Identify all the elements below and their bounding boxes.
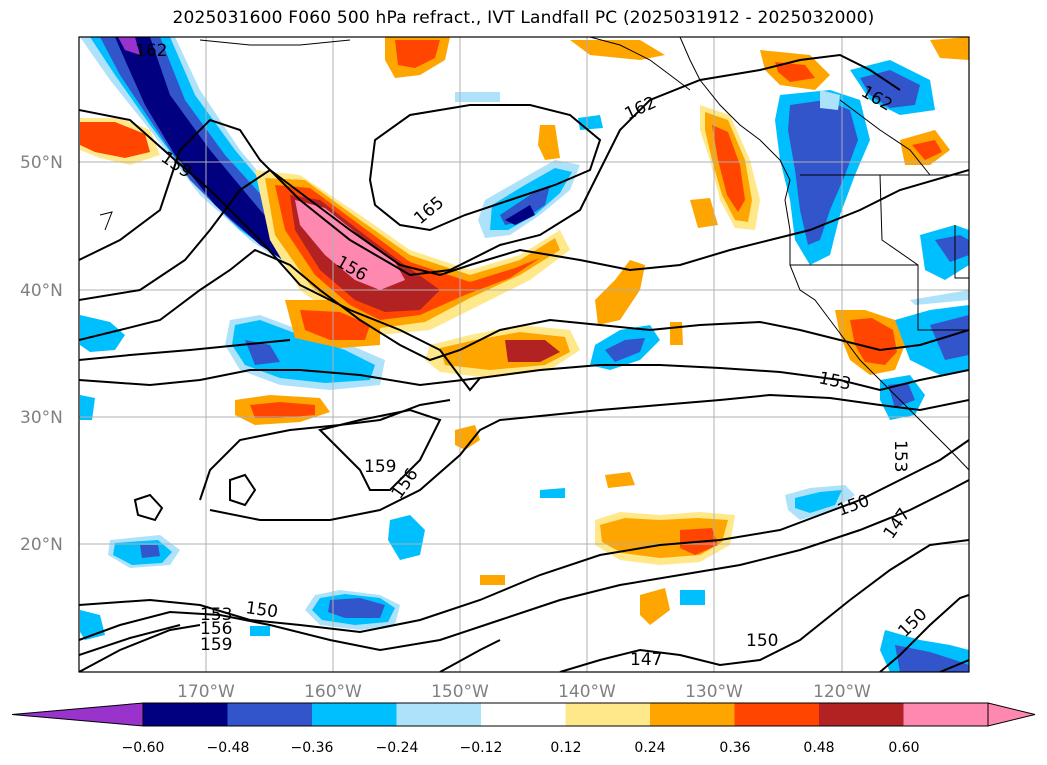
lat-label: 20°N: [20, 535, 63, 555]
lon-label: 140°W: [558, 682, 616, 702]
colorbar-tick-label: −0.12: [460, 740, 503, 756]
colorbar-tick-label: 0.48: [803, 740, 834, 756]
colorbar-segment: [650, 703, 735, 726]
lon-label: 120°W: [813, 682, 871, 702]
contour-label: 150: [244, 598, 279, 622]
contour-label: 153: [890, 440, 910, 472]
contour-label: 159: [200, 635, 232, 655]
contour-label: 156: [200, 619, 232, 639]
colorbar-extend-high: [987, 702, 1036, 727]
colorbar-segment: [312, 703, 397, 726]
latitude-labels: 50°N 40°N 30°N 20°N: [20, 153, 63, 555]
colorbar-segment: [734, 703, 819, 726]
colorbar-tick-label: 0.60: [888, 740, 919, 756]
colorbar-tick-label: −0.24: [376, 740, 419, 756]
contour-label: 162: [135, 41, 167, 61]
colorbar-tick-label: −0.60: [122, 740, 165, 756]
contour-label: 159: [364, 457, 396, 477]
lon-label: 130°W: [685, 682, 743, 702]
colorbar-segment: [565, 703, 650, 726]
height-contours: [79, 53, 969, 672]
colorbar-tick-label: −0.36: [291, 740, 334, 756]
colorbar-tick-label: −0.48: [207, 740, 250, 756]
colorbar-tick-label: 0.36: [719, 740, 750, 756]
coastlines: [99, 37, 969, 471]
contour-label: 147: [630, 650, 662, 670]
colorbar-tick-labels: −0.60 −0.48 −0.36 −0.24 −0.12 0.12 0.24 …: [122, 740, 920, 756]
figure-title: 2025031600 F060 500 hPa refract., IVT La…: [172, 8, 875, 28]
lon-label: 150°W: [431, 682, 489, 702]
map-frame: [78, 36, 970, 673]
colorbar-segment: [143, 703, 228, 726]
contour-label: 153: [817, 368, 853, 394]
colorbar-segment: [396, 703, 481, 726]
colorbar-segment: [819, 703, 904, 726]
contour-label: 150: [746, 631, 778, 651]
colorbar-tick-label: 0.24: [634, 740, 665, 756]
colorbar-segment: [227, 703, 312, 726]
lat-label: 40°N: [20, 281, 63, 301]
colorbar-frame: [142, 702, 989, 727]
contour-label: 153: [200, 605, 232, 625]
longitude-labels: 170°W 160°W 150°W 140°W 130°W 120°W: [177, 682, 871, 702]
refractivity-shading: [80, 37, 969, 672]
lon-label: 170°W: [177, 682, 235, 702]
lon-label: 160°W: [304, 682, 362, 702]
lat-label: 30°N: [20, 408, 63, 428]
colorbar-segment: [903, 703, 988, 726]
colorbar-extend-low: [11, 702, 144, 727]
colorbar-tick-label: 0.12: [550, 740, 581, 756]
colorbar-segment: [481, 703, 566, 726]
colorbar: [11, 702, 1036, 727]
lat-label: 50°N: [20, 153, 63, 173]
contour-label: 165: [410, 193, 448, 229]
